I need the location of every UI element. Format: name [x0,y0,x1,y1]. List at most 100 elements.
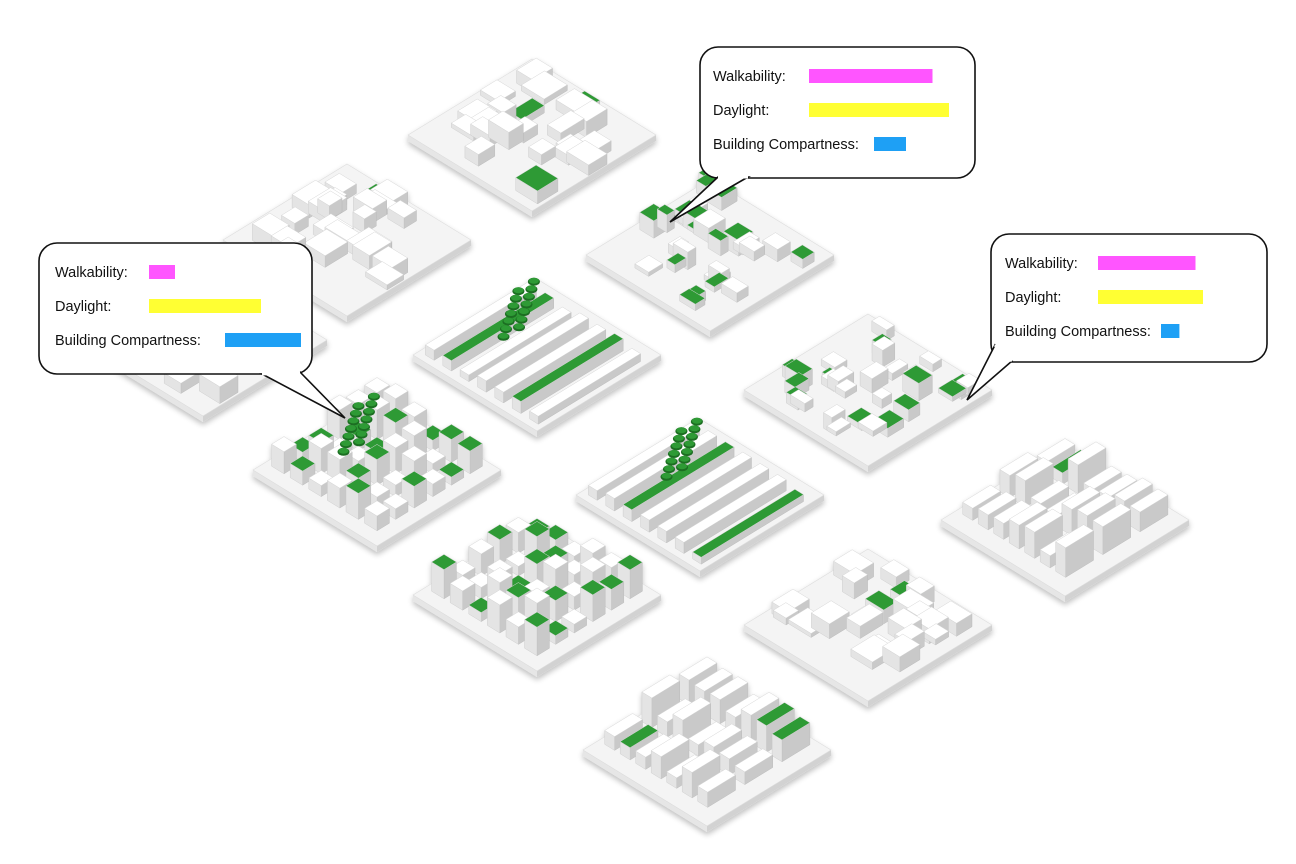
metric-bar-compactness [1161,324,1180,338]
tree [514,323,525,330]
block-top [880,559,910,578]
block-top [515,164,559,192]
block-top [656,204,675,216]
block-top [734,748,774,773]
block-top [617,554,643,571]
tree [676,427,687,434]
block-top [827,365,855,382]
callout-pointer-mask [993,343,1014,363]
metric-label-walkability: Walkability: [55,265,128,281]
tree [679,455,690,462]
block-top [271,436,297,453]
block-top [834,378,858,393]
block-top [823,404,846,418]
block-top [468,538,495,555]
metric-label-daylight: Daylight: [1005,290,1061,306]
block-top [902,365,933,384]
tile-edge [347,240,471,322]
block-top [1092,503,1132,527]
tree [505,310,516,316]
block-top [882,633,921,658]
callout-pointer-mask [261,370,301,376]
block-top [674,474,787,543]
block-top [364,394,390,411]
metric-bar-daylight [149,299,261,313]
tree [341,440,351,447]
callout-left: Walkability: Daylight: Building Compartnes… [38,242,346,419]
block-top [709,676,749,701]
block-top [281,206,309,224]
tree [513,287,524,294]
tile-left-grid-trees [252,377,502,552]
tile-top-radial [407,57,657,217]
tree [664,465,674,472]
block-top [820,351,848,368]
block-top [993,500,1032,524]
metric-label-daylight: Daylight: [55,299,111,315]
tile-edge [576,495,700,577]
tile-edge [253,470,377,552]
block-top [579,579,606,596]
block-top [352,188,388,209]
tree [518,308,529,315]
metric-bar-daylight [809,103,949,117]
block-top [579,556,606,573]
block-top [352,231,392,256]
block-top [857,413,888,432]
block-top [922,623,950,640]
block-top [464,135,496,155]
block-top [640,451,752,521]
block-top [704,272,729,288]
tree [353,402,364,409]
block-top [566,139,608,166]
block-top [1030,480,1070,504]
block-top [382,407,409,424]
metric-label-walkability: Walkability: [1005,256,1078,272]
block-top [666,252,687,266]
block-top [762,232,791,250]
block-top [488,110,524,133]
block-top [634,254,664,273]
callout-top: Walkability: Daylight: Building Compartnes… [669,46,976,223]
metric-label-compactness: Building Compartness: [55,333,201,349]
block-top [871,315,895,331]
block-top [697,768,736,793]
block-top [528,138,556,155]
block-top [431,554,457,570]
metric-callouts: Walkability: Daylight: Building Compartnes… [38,46,1268,419]
tile-edge [537,355,661,437]
block-top [401,401,428,418]
block-top [598,573,625,590]
tile-edge [583,750,707,832]
block-top [1129,488,1169,513]
block-top [678,656,718,681]
block-top [962,484,1001,509]
block-top [692,489,804,558]
tile-edge [413,355,537,437]
block-top [524,587,550,604]
block-top [365,261,405,286]
block-top [524,611,550,628]
tile-edge [868,390,992,472]
block-top [401,420,428,437]
block-top [477,312,589,382]
tile-edge [1065,520,1189,602]
tree [689,425,700,432]
block-top [459,306,572,376]
tile-edge [532,135,656,217]
tile-center-striped-trees [412,277,662,437]
block-top [622,441,735,511]
tree [508,302,519,309]
block-top [438,424,465,440]
block-top [604,713,643,737]
callout-pointer [259,371,346,419]
tile-bottom-slabs [582,656,832,832]
tree [661,472,672,479]
block-top [841,567,869,584]
block-top [790,244,815,260]
tree [677,463,688,470]
block-top [703,723,743,748]
block-top [1114,477,1153,502]
block-top [1008,501,1048,526]
block-top [679,288,706,305]
